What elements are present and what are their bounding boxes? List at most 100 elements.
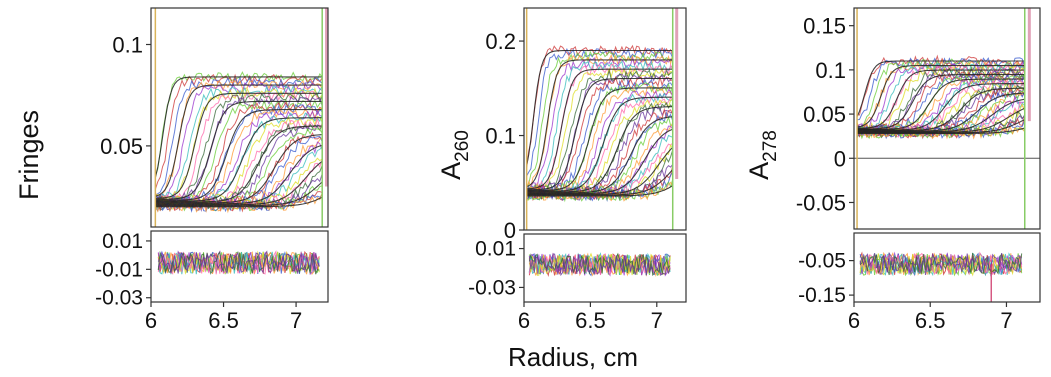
residual-plot-frame	[150, 230, 329, 303]
x-tick-label: 6	[145, 308, 157, 333]
y-axis-label-main: A	[744, 162, 774, 180]
fit-line	[155, 125, 323, 203]
residual-plot-frame	[523, 233, 687, 303]
main-plot-frame	[523, 7, 687, 231]
fit-lines	[856, 60, 1026, 135]
residual-data	[528, 252, 671, 278]
x-tick-label: 6	[848, 308, 860, 333]
residual-y-tick-label: -0.01	[95, 258, 143, 281]
x-tick-label: 6	[518, 308, 530, 333]
scan-trace	[856, 54, 1026, 116]
main-plot-frame	[150, 7, 329, 228]
scan-trace	[856, 62, 1026, 131]
x-tick-label: 7	[290, 308, 302, 333]
x-tick-label: 7	[1000, 308, 1012, 333]
fit-line	[154, 76, 323, 178]
y-tick-label: 0.1	[485, 124, 516, 149]
scan-trace	[526, 59, 673, 192]
fit-line	[155, 84, 323, 197]
y-tick-label: 0.1	[815, 58, 846, 83]
fit-line	[526, 49, 673, 166]
fit-line	[856, 83, 1025, 131]
y-tick-label: 0.15	[803, 14, 846, 39]
fit-line	[155, 181, 323, 207]
fit-line	[155, 196, 323, 208]
y-axis-label: Fringes	[14, 110, 44, 200]
residual-data	[859, 251, 1023, 302]
scan-trace	[154, 81, 323, 199]
fit-line	[155, 160, 323, 206]
fit-line	[857, 87, 1025, 132]
fit-line	[155, 117, 323, 202]
fit-line	[526, 59, 673, 188]
fit-line	[856, 60, 1025, 118]
fit-line	[856, 69, 1025, 129]
y-tick-label: 0.05	[100, 134, 143, 159]
shared-x-axis-label: Radius, cm	[508, 342, 638, 372]
fit-line	[526, 147, 674, 195]
fit-line	[857, 98, 1025, 133]
fit-line	[856, 65, 1025, 128]
fit-lines	[154, 76, 323, 208]
y-tick-label: 0.1	[112, 33, 143, 58]
residual-y-tick-label: -0.15	[798, 284, 846, 307]
fit-line	[526, 87, 673, 192]
fit-line	[526, 128, 673, 195]
residual-trace	[528, 253, 671, 277]
panels: 0.050.10.01-0.01-0.036 6.5 7Fringes00.10.2…	[14, 7, 1041, 333]
fit-line	[857, 107, 1026, 133]
scan-data	[856, 8, 1031, 140]
y-tick-label: -0.05	[796, 190, 846, 215]
residual-y-tick-label: -0.05	[798, 250, 846, 273]
y-tick-label: 0.05	[803, 102, 846, 127]
residual-trace	[859, 251, 1022, 275]
fit-line	[526, 106, 673, 193]
x-tick-label: 6.5	[575, 308, 606, 333]
y-tick-label: 0.2	[485, 29, 516, 54]
y-axis-label: A260	[436, 130, 473, 180]
residual-y-tick-label: -0.03	[95, 287, 143, 310]
fit-line	[155, 144, 323, 205]
residual-y-tick-label: 0.01	[475, 238, 516, 261]
chart-panel-3: 0.15 0.1 0.05 0 -0.05 -0.05 -0.156 6.5 7 A278	[744, 7, 1041, 333]
residual-data	[157, 250, 320, 276]
residual-trace	[859, 251, 1023, 276]
scan-trace	[526, 56, 674, 191]
chart-panel-2: 0 0.1 0.2 0.01 -0.036 6.5 7 A260	[436, 7, 687, 333]
fit-line	[857, 127, 1025, 135]
scan-trace	[155, 92, 323, 203]
fit-line	[155, 92, 323, 199]
scan-trace	[155, 76, 323, 197]
scan-trace	[154, 95, 323, 205]
scan-trace	[154, 71, 323, 177]
fit-line	[526, 68, 673, 190]
scan-trace	[526, 44, 674, 168]
y-axis-label-main: Fringes	[14, 110, 44, 200]
y-axis-label-subscript: 260	[452, 130, 473, 162]
residual-trace	[157, 250, 320, 275]
fit-line	[526, 116, 673, 194]
residual-trace	[528, 252, 671, 276]
fit-line	[857, 74, 1025, 130]
scan-trace	[526, 66, 673, 194]
x-tick-label: 6.5	[208, 308, 239, 333]
scan-trace	[526, 50, 674, 189]
scan-trace	[526, 73, 674, 196]
residual-trace	[528, 252, 671, 277]
fit-line	[857, 78, 1025, 131]
fit-line	[526, 77, 673, 191]
fit-lines	[526, 49, 674, 197]
y-axis-label-subscript: 278	[760, 130, 781, 162]
scan-data	[526, 8, 679, 203]
y-axis-label: A278	[744, 130, 781, 180]
y-axis-label-main: A	[436, 162, 466, 180]
fit-line	[155, 109, 323, 201]
x-tick-label: 6.5	[915, 308, 946, 333]
fit-line	[526, 185, 673, 197]
chart-panel-1: 0.05 0.1 0.01 -0.01 -0.036 6.5 7 Fringes	[14, 7, 329, 333]
x-tick-label: 7	[651, 308, 663, 333]
residual-y-tick-label: 0.01	[102, 230, 143, 253]
scan-trace	[526, 68, 673, 195]
residual-trace	[859, 253, 1023, 277]
